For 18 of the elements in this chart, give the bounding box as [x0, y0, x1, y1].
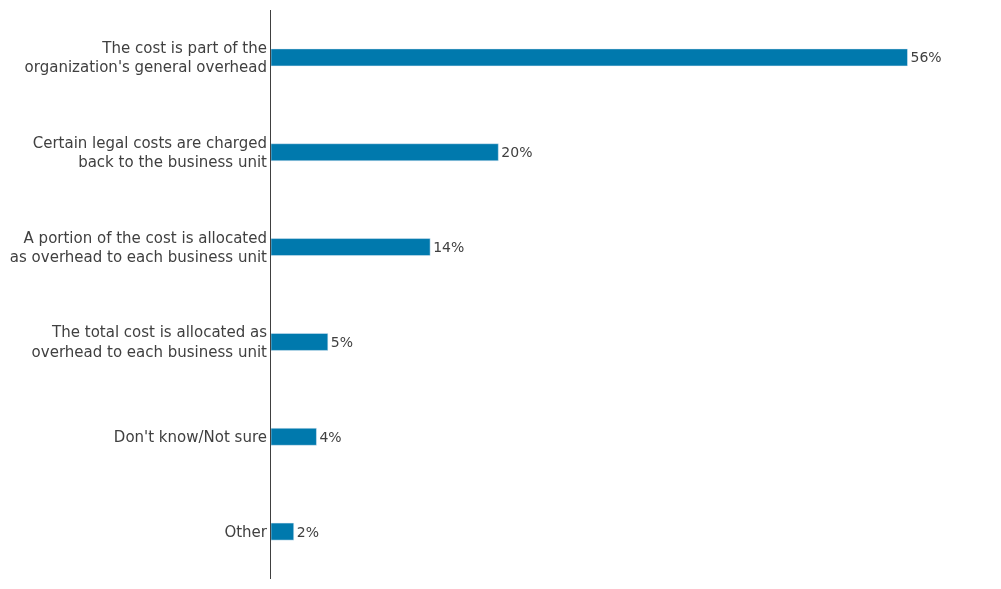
data-label: 20%: [501, 144, 533, 161]
bar: [271, 333, 329, 351]
y-tick-label: Other: [224, 522, 268, 541]
y-tick-label: The cost is part of the organization's general overhead: [24, 38, 267, 77]
y-tick-label: Certain legal costs are charged back to the business unit: [32, 133, 268, 172]
bar: [271, 143, 499, 162]
bar: [271, 48, 908, 67]
bar: [271, 238, 431, 256]
y-tick-label: The total cost is allocated as overhead to each business unit: [31, 323, 268, 361]
data-label: 2%: [296, 523, 319, 540]
bar: [271, 427, 317, 446]
data-label: 5%: [330, 333, 354, 350]
y-tick-label: Don't know/Not sure: [113, 428, 267, 446]
data-label: 14%: [433, 239, 465, 256]
y-tick-label: A portion of the cost is allocated as overhead to each business unit: [9, 228, 268, 267]
bar: [271, 522, 294, 541]
data-label: 56%: [910, 49, 942, 66]
data-label: 4%: [319, 428, 342, 445]
